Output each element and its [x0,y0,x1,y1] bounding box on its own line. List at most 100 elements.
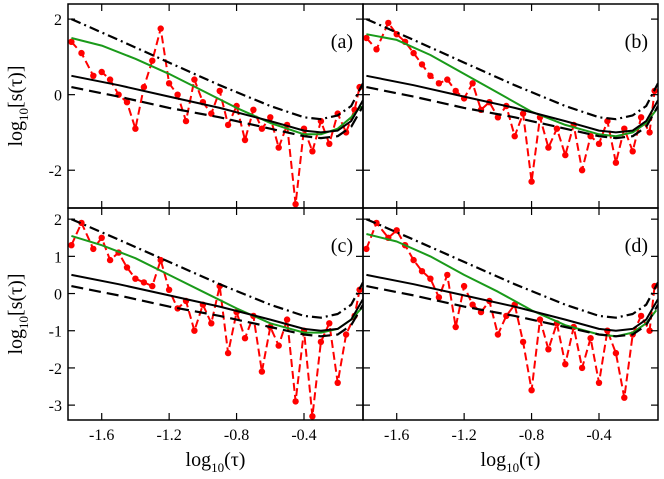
data-point [334,379,341,386]
data-point [536,316,544,323]
data-point [216,87,223,95]
data-point [90,245,97,253]
series-line-black-solid [366,74,658,134]
data-point [469,80,476,87]
plot-area [68,18,363,208]
data-point [528,387,535,394]
data-point [452,87,459,95]
data-point [283,316,291,323]
series-line-black-solid [71,74,363,134]
x-tick-label: -0.8 [519,427,544,444]
data-point [578,167,586,174]
series-line-green-solid [71,37,363,136]
data-point [629,148,636,155]
data-point [250,106,257,114]
data-point [123,264,131,271]
data-point [545,346,552,353]
panel-c: -1.6 -1.2 -0.8 -0.4 -3 -2 -1 0 1 2 (c) log10[s(τ)] l… [5,207,364,475]
data-point [267,114,274,121]
data-point [562,151,569,159]
data-point [68,38,75,45]
data-point [427,275,434,282]
axes-frame [362,207,659,421]
x-tick-label: -0.4 [291,427,316,444]
y-tick-label: 0 [54,287,62,304]
data-point [511,133,518,140]
data-point [157,256,164,264]
data-point [528,178,535,185]
data-point [427,72,434,80]
series-line-black-dashdot [70,218,363,319]
panel-label: (d) [625,235,648,257]
data-point [356,286,363,293]
data-point [494,114,502,121]
x-tick-label: -1.2 [451,427,476,444]
y-tick-label: -1 [49,324,62,341]
y-tick-label: 2 [54,12,62,29]
data-point [444,76,451,83]
data-point [621,394,628,401]
data-point [469,301,476,308]
data-point [258,368,266,375]
data-point [98,234,105,241]
data-point [132,125,139,132]
x-axis-label: log10(τ) [481,449,541,475]
data-point [612,349,620,357]
data-point [578,364,586,372]
data-point [157,25,164,32]
data-point [373,46,380,53]
data-point [646,129,653,136]
data-point [132,275,139,282]
data-point [410,49,417,57]
panel-label: (c) [331,235,353,257]
x-tick-label: -1.6 [384,427,409,444]
data-point [106,256,114,264]
data-point [309,413,316,420]
data-point [275,342,282,349]
series-line-black-dashed [366,285,658,338]
data-point [587,335,594,342]
data-point [78,49,85,57]
data-point [123,99,131,106]
y-tick-label: 2 [54,212,62,229]
data-point [224,349,232,357]
data-point [637,312,645,320]
data-point [275,144,282,151]
plot-area [363,18,658,185]
data-point [165,286,173,293]
data-point [309,148,316,155]
data-point [182,117,190,125]
series-line-black-dashdot [365,18,658,121]
data-point [519,338,527,346]
data-point [106,76,114,83]
data-point [519,110,527,117]
data-point [637,114,645,121]
data-point [241,335,249,342]
data-point [241,136,249,144]
data-point [90,72,97,80]
x-tick-label: -0.8 [224,427,249,444]
series-line-black-dashed [71,285,363,338]
data-point [545,144,552,151]
series-line-black-dashdot [70,18,363,121]
data-point [326,320,333,327]
data-point [326,140,333,147]
data-point [174,91,181,98]
data-point [98,68,105,76]
data-point [385,19,392,27]
x-tick-label: -1.2 [156,427,181,444]
x-tick-label: -1.6 [89,427,114,444]
axes-frame [67,207,364,421]
data-point [595,379,603,386]
data-point [191,327,198,334]
y-tick-label: -2 [49,163,62,180]
data-point [224,121,232,129]
panel-d: -1.6 -1.2 -0.8 -0.4 (d) log10(τ) [362,207,659,475]
data-point [621,125,628,132]
data-point [317,338,325,346]
data-point [435,294,443,301]
series-line-green-solid [366,33,658,138]
data-point [494,331,502,338]
panel-label: (b) [625,31,648,53]
